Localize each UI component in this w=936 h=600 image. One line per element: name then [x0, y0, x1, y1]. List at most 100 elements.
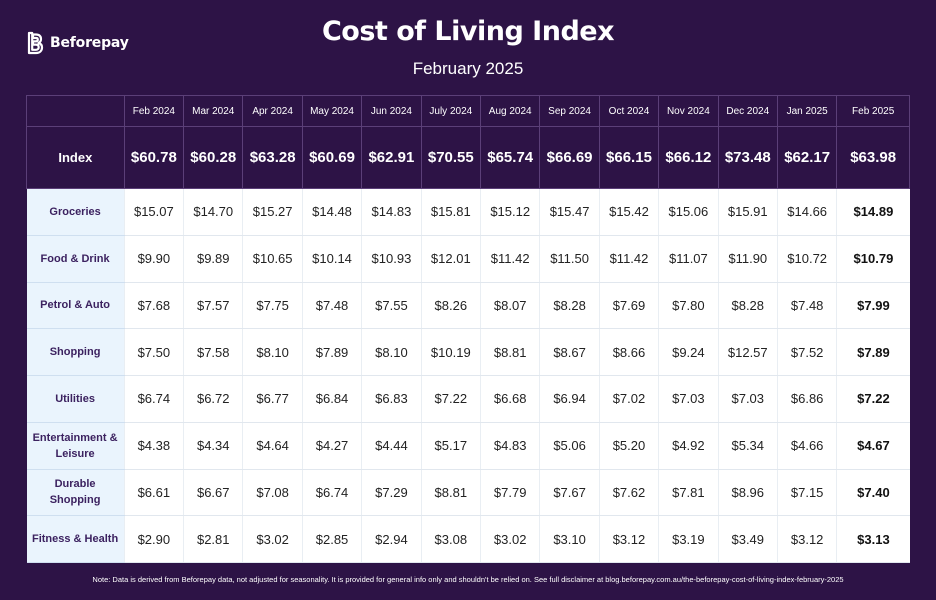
category-value: $8.26 [420, 282, 481, 330]
column-header: Dec 2024 [717, 95, 778, 127]
column-header: Sep 2024 [539, 95, 600, 127]
category-value: $6.72 [183, 375, 243, 423]
category-value: $7.80 [658, 282, 719, 330]
category-value: $11.42 [479, 235, 540, 283]
category-value: $6.74 [123, 375, 184, 423]
category-value: $7.48 [301, 282, 362, 330]
column-header: Mar 2024 [183, 95, 244, 127]
category-value: $6.86 [776, 375, 837, 423]
category-value: $7.08 [242, 469, 303, 517]
category-value: $8.96 [717, 469, 778, 517]
page-subtitle: February 2025 [412, 59, 524, 78]
column-header: Apr 2024 [242, 95, 303, 127]
category-value: $7.22 [420, 375, 481, 423]
index-value: $73.48 [717, 126, 778, 189]
category-value: $8.66 [598, 328, 659, 376]
brand-logo: Beforepay [26, 31, 129, 55]
category-value: $7.15 [776, 469, 837, 517]
category-value: $2.81 [183, 515, 243, 563]
category-value: $7.89 [301, 328, 362, 376]
category-value: $12.01 [420, 235, 481, 283]
category-value: $4.92 [658, 422, 719, 470]
index-value: $62.91 [361, 126, 422, 189]
category-value: $5.20 [598, 422, 659, 470]
category-row: Entertainment & Leisure $4.38 $4.34 $4.64 $4… [26, 422, 910, 470]
category-value: $15.81 [420, 188, 481, 236]
category-value: $7.89 [836, 328, 910, 376]
category-row: Food & Drink $9.90 $9.89 $10.65 $10.14 $10.93… [26, 235, 910, 283]
category-value: $4.38 [123, 422, 184, 470]
index-value: $62.17 [776, 126, 838, 189]
category-row: Durable Shopping $6.61 $6.67 $7.08 $6.74 $7.2… [26, 469, 910, 517]
brand-name: Beforepay [50, 35, 129, 51]
category-value: $3.19 [658, 515, 719, 563]
category-value: $6.83 [361, 375, 422, 423]
category-value: $4.44 [361, 422, 422, 470]
category-value: $6.74 [301, 469, 362, 517]
category-value: $14.70 [183, 188, 243, 236]
disclaimer-note: Note: Data is derived from Beforepay dat… [92, 575, 844, 584]
category-value: $7.40 [836, 469, 910, 517]
category-value: $4.64 [242, 422, 303, 470]
index-value: $60.28 [183, 126, 244, 189]
category-value: $15.12 [479, 188, 540, 236]
index-value: $60.78 [123, 126, 185, 189]
index-value: $60.69 [301, 126, 363, 189]
category-value: $3.12 [598, 515, 659, 563]
category-value: $8.81 [420, 469, 481, 517]
category-value: $3.02 [479, 515, 540, 563]
category-value: $7.52 [776, 328, 837, 376]
index-value: $66.15 [598, 126, 660, 189]
category-value: $7.48 [776, 282, 837, 330]
category-value: $15.42 [598, 188, 659, 236]
category-value: $8.67 [539, 328, 600, 376]
index-value: $63.98 [836, 126, 910, 189]
beforepay-logo-icon [27, 31, 44, 55]
category-value: $7.69 [598, 282, 659, 330]
category-value: $15.06 [658, 188, 719, 236]
category-value: $6.61 [123, 469, 184, 517]
category-row: Shopping $7.50 $7.58 $8.10 $7.89 $8.10 $10.19 $… [26, 328, 910, 376]
category-value: $7.03 [658, 375, 719, 423]
column-header: Jan 2025 [776, 95, 838, 127]
category-value: $9.89 [183, 235, 243, 283]
category-value: $7.02 [598, 375, 659, 423]
category-value: $10.14 [301, 235, 362, 283]
category-value: $8.81 [479, 328, 540, 376]
page-title: Cost of Living Index [321, 16, 615, 47]
category-value: $9.90 [123, 235, 184, 283]
category-value: $11.07 [658, 235, 719, 283]
category-value: $7.58 [183, 328, 243, 376]
category-value: $8.07 [479, 282, 540, 330]
column-header: July 2024 [420, 95, 482, 127]
category-value: $15.47 [539, 188, 600, 236]
category-value: $4.67 [836, 422, 910, 470]
category-value: $15.07 [123, 188, 184, 236]
category-value: $12.57 [717, 328, 778, 376]
category-value: $2.85 [301, 515, 362, 563]
column-header: Aug 2024 [479, 95, 541, 127]
category-value: $7.79 [479, 469, 540, 517]
category-value: $7.75 [242, 282, 303, 330]
category-value: $7.68 [123, 282, 184, 330]
category-value: $4.34 [183, 422, 243, 470]
category-value: $6.77 [242, 375, 303, 423]
index-value: $66.12 [658, 126, 719, 189]
category-value: $3.12 [776, 515, 837, 563]
category-value: $3.10 [539, 515, 600, 563]
category-value: $10.19 [420, 328, 481, 376]
month-header-row: Feb 2024 Mar 2024 Apr 2024 May 2024 Jun 2024… [26, 95, 910, 127]
cost-of-living-table: Feb 2024 Mar 2024 Apr 2024 May 2024 Jun 2024… [26, 95, 910, 563]
column-header: Feb 2025 [836, 95, 910, 127]
category-value: $2.90 [123, 515, 184, 563]
category-value: $6.68 [479, 375, 540, 423]
category-value: $14.83 [361, 188, 422, 236]
category-value: $4.27 [301, 422, 362, 470]
column-header: Jun 2024 [361, 95, 422, 127]
category-value: $3.13 [836, 515, 910, 563]
category-label: Fitness & Health [26, 515, 125, 563]
category-value: $15.91 [717, 188, 778, 236]
category-value: $7.62 [598, 469, 659, 517]
category-value: $5.06 [539, 422, 600, 470]
category-value: $8.28 [717, 282, 778, 330]
